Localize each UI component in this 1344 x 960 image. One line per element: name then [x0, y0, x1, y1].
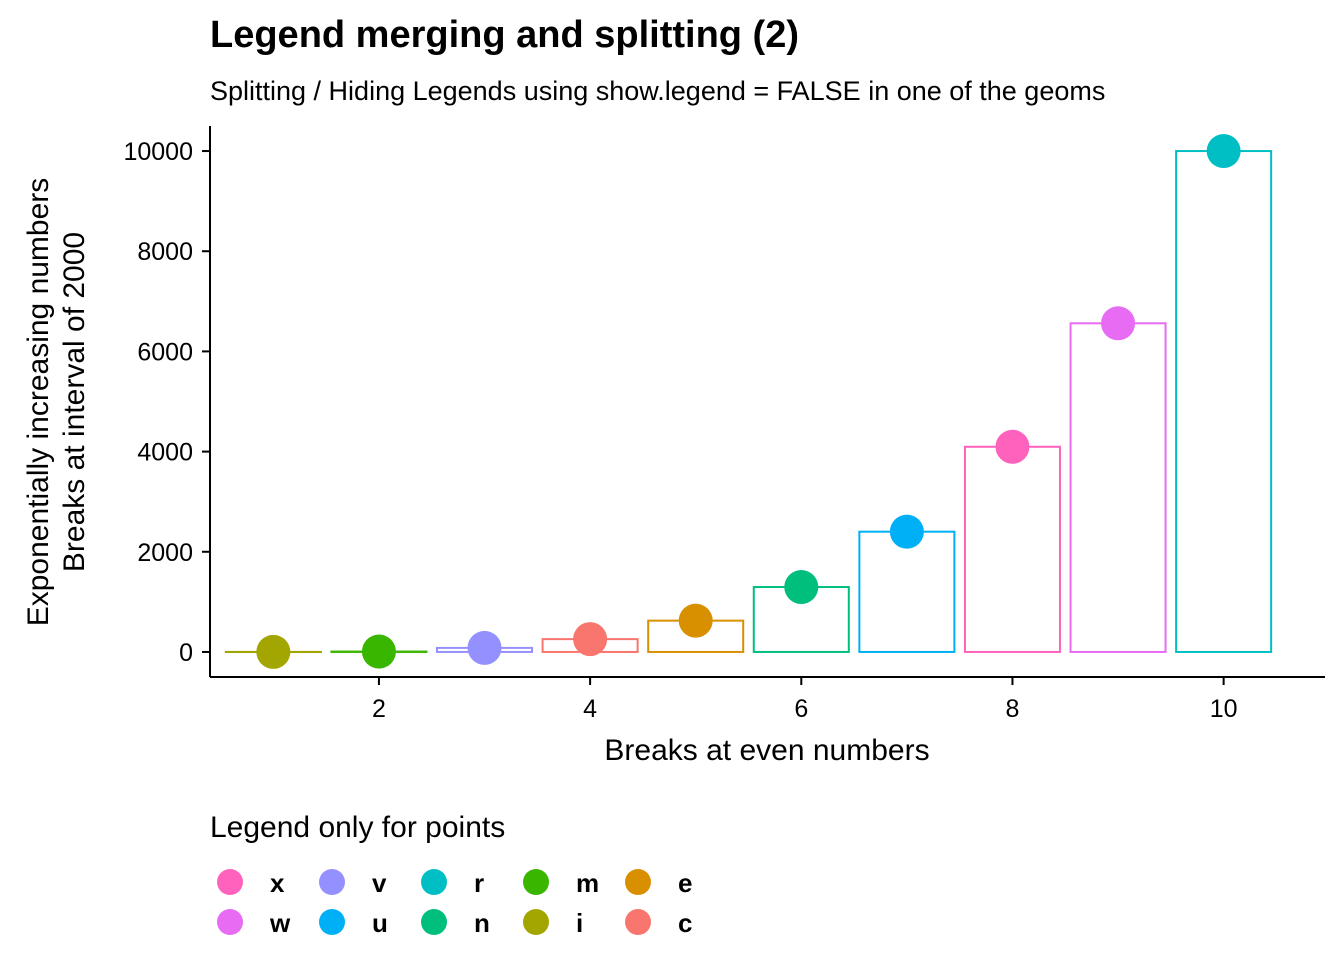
legend-label-u: u: [372, 908, 388, 938]
points-layer: [256, 134, 1241, 669]
chart-subtitle: Splitting / Hiding Legends using show.le…: [210, 76, 1106, 106]
legend-label-m: m: [576, 868, 599, 898]
x-tick-label: 2: [372, 695, 386, 723]
y-tick-label: 0: [179, 639, 193, 667]
axes-layer: [209, 126, 1325, 678]
point-x: [995, 429, 1030, 464]
legend-key-i: [523, 909, 549, 935]
legend-keys: xw vu rn mi ec: [217, 868, 692, 938]
bar-r: [1175, 150, 1273, 653]
bar-x: [963, 445, 1061, 653]
point-m: [361, 634, 396, 669]
legend-key-w: [217, 909, 243, 935]
y-tick-label: 8000: [137, 238, 193, 266]
legend: Legend only for points xw vu rn mi ec: [210, 811, 692, 938]
point-e: [678, 603, 713, 638]
point-v: [467, 630, 502, 665]
chart-title: Legend merging and splitting (2): [210, 14, 799, 56]
x-axis-title: Breaks at even numbers: [604, 734, 929, 767]
y-axis-title-line-2: Breaks at interval of 2000: [58, 232, 91, 572]
x-tick-label: 10: [1210, 695, 1238, 723]
bar-w: [1069, 322, 1167, 653]
x-tick-label: 8: [1006, 695, 1020, 723]
point-i: [256, 634, 291, 669]
y-ticks: 0 2000 4000 6000 8000 10000: [123, 138, 210, 667]
bars-layer: [224, 150, 1273, 654]
y-tick-label: 2000: [137, 539, 193, 567]
legend-label-n: n: [474, 908, 490, 938]
legend-key-u: [319, 909, 345, 935]
legend-label-e: e: [678, 868, 692, 898]
point-n: [784, 570, 819, 605]
legend-label-r: r: [474, 868, 484, 898]
point-c: [573, 622, 608, 657]
y-tick-label: 6000: [137, 338, 193, 366]
point-r: [1206, 134, 1241, 169]
legend-key-m: [523, 869, 549, 895]
legend-key-v: [319, 869, 345, 895]
point-w: [1101, 306, 1136, 341]
y-tick-label: 10000: [123, 138, 193, 166]
legend-key-n: [421, 909, 447, 935]
legend-label-x: x: [270, 868, 285, 898]
x-ticks: 2 4 6 8 10: [372, 677, 1238, 723]
x-tick-label: 6: [794, 695, 808, 723]
legend-label-w: w: [269, 908, 291, 938]
y-axis-title: Exponentially increasing numbers Breaks …: [22, 178, 91, 627]
legend-title: Legend only for points: [210, 811, 505, 844]
legend-label-v: v: [372, 868, 387, 898]
point-u: [889, 514, 924, 549]
legend-label-c: c: [678, 908, 692, 938]
legend-key-x: [217, 869, 243, 895]
legend-key-c: [625, 909, 651, 935]
y-tick-label: 4000: [137, 439, 193, 467]
x-tick-label: 4: [583, 695, 597, 723]
legend-key-e: [625, 869, 651, 895]
y-axis-title-line-1: Exponentially increasing numbers: [22, 178, 55, 627]
legend-label-i: i: [576, 908, 583, 938]
legend-key-r: [421, 869, 447, 895]
bar-u: [858, 530, 956, 653]
